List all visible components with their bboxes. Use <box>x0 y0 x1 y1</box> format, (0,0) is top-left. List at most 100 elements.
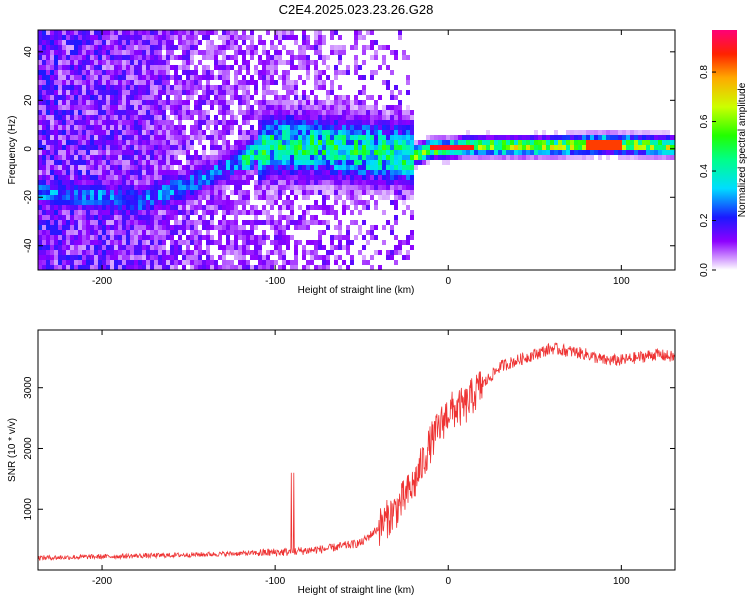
spectrogram-cell <box>458 145 462 150</box>
spectrogram-cell <box>414 145 418 150</box>
spectrogram-cell <box>302 120 306 125</box>
spectrogram-cell <box>110 240 114 245</box>
spectrogram-cell <box>118 160 122 165</box>
spectrogram-cell <box>198 105 202 110</box>
spectrogram-cell <box>290 90 294 95</box>
spectrogram-cell <box>294 150 298 155</box>
spectrogram-cell <box>122 155 126 160</box>
spectrogram-cell <box>242 65 246 70</box>
spectrogram-cell <box>350 175 354 180</box>
spectrogram-cell <box>266 140 270 145</box>
spectrogram-cell <box>74 125 78 130</box>
spectrogram-cell <box>42 215 46 220</box>
spectrogram-cell <box>350 120 354 125</box>
spectrogram-cell <box>382 195 386 200</box>
spectrogram-cell <box>90 180 94 185</box>
spectrogram-cell <box>374 185 378 190</box>
spectrogram-cell <box>658 135 662 140</box>
spectrogram-cell <box>130 220 134 225</box>
spectrogram-cell <box>390 140 394 145</box>
spectrogram-cell <box>106 200 110 205</box>
spectrogram-cell <box>54 160 58 165</box>
spectrogram-cell <box>138 65 142 70</box>
spectrogram-cell <box>54 200 58 205</box>
spectrogram-cell <box>314 80 318 85</box>
spectrogram-cell <box>326 160 330 165</box>
spectrogram-cell <box>354 70 358 75</box>
spectrogram-cell <box>366 155 370 160</box>
spectrogram-cell <box>366 140 370 145</box>
spectrogram-cell <box>182 165 186 170</box>
spectrogram-cell <box>50 135 54 140</box>
spectrogram-cell <box>482 140 486 145</box>
spectrogram-cell <box>386 85 390 90</box>
spectrogram-cell <box>250 80 254 85</box>
spectrogram-cell <box>270 200 274 205</box>
spectrogram-cell <box>530 150 534 155</box>
spectrogram-cell <box>98 235 102 240</box>
spectrogram-cell <box>66 175 70 180</box>
spectrogram-cell <box>70 145 74 150</box>
spectrogram-cell <box>134 80 138 85</box>
spectrogram-cell <box>42 95 46 100</box>
spectrogram-cell <box>670 145 674 150</box>
spectrogram-cell <box>146 75 150 80</box>
spectrogram-cell <box>398 105 402 110</box>
spectrogram-cell <box>398 100 402 105</box>
spectrogram-cell <box>186 155 190 160</box>
spectrogram-cell <box>338 190 342 195</box>
spectrogram-cell <box>326 95 330 100</box>
spectrogram-cell <box>98 115 102 120</box>
spectrogram-cell <box>134 180 138 185</box>
spectrogram-cell <box>138 130 142 135</box>
spectrogram-cell <box>354 165 358 170</box>
spectrogram-cell <box>326 130 330 135</box>
spectrogram-cell <box>142 135 146 140</box>
spectrogram-cell <box>102 175 106 180</box>
spectrogram-cell <box>158 210 162 215</box>
spectrogram-cell <box>86 40 90 45</box>
spectrogram-cell <box>282 60 286 65</box>
spectrogram-cell <box>646 135 650 140</box>
spectrogram-cell <box>262 165 266 170</box>
spectrogram-cell <box>70 55 74 60</box>
spectrogram-cell <box>298 155 302 160</box>
spectrogram-cell <box>158 165 162 170</box>
spectrogram-cell <box>118 195 122 200</box>
spectrogram-cell <box>50 80 54 85</box>
spectrogram-cell <box>378 170 382 175</box>
spectrogram-cell <box>302 35 306 40</box>
spectrogram-cell <box>138 230 142 235</box>
spectrogram-cell <box>330 155 334 160</box>
spectrogram-cell <box>426 155 430 160</box>
spectrogram-cell <box>130 265 134 270</box>
spectrogram-cell <box>134 160 138 165</box>
spectrogram-cell <box>274 165 278 170</box>
spectrogram-border <box>37 29 676 271</box>
spectrogram-cell <box>46 160 50 165</box>
spectrogram-cell <box>222 45 226 50</box>
spectrogram-cell <box>286 225 290 230</box>
spectrogram-cell <box>178 85 182 90</box>
spectrogram-cell <box>210 165 214 170</box>
spectrogram-cell <box>346 245 350 250</box>
spectrogram-cell <box>302 130 306 135</box>
spectrogram-cell <box>90 175 94 180</box>
spectrogram-cell <box>150 105 154 110</box>
spectrogram-cell <box>222 200 226 205</box>
spectrogram-cell <box>270 130 274 135</box>
spectrogram-cell <box>38 210 42 215</box>
spectrogram-cell <box>66 35 70 40</box>
spectrogram-cell <box>190 60 194 65</box>
spectrogram-cell <box>214 210 218 215</box>
spectrogram-cell <box>118 245 122 250</box>
spectrogram-cell <box>242 165 246 170</box>
spectrogram-cell <box>366 165 370 170</box>
spectrogram-cell <box>298 95 302 100</box>
spectrogram-cell <box>530 145 534 150</box>
spectrogram-cell <box>382 60 386 65</box>
spectrogram-cell <box>102 75 106 80</box>
spectrogram-cell <box>182 170 186 175</box>
spectrogram-cell <box>114 105 118 110</box>
spectrogram-cell <box>602 150 606 155</box>
